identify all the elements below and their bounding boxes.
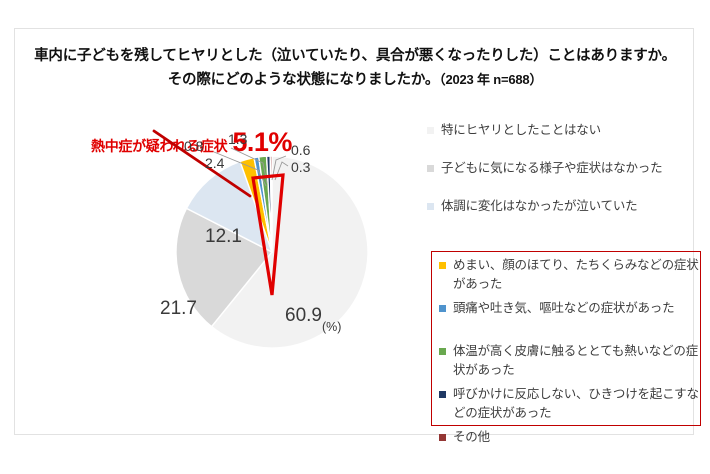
percent-unit-label: (%) xyxy=(322,320,342,334)
legend-item-no-symptoms[interactable]: 子どもに気になる様子や症状はなかった xyxy=(427,159,710,178)
legend-item-label: 体温が高く皮膚に触るととても熱いなどの症状があった xyxy=(453,344,699,377)
title-line-1: 車内に子どもを残してヒヤリとした（泣いていたり、具合が悪くなったりした）ことはあ… xyxy=(34,48,676,64)
legend-swatch-icon xyxy=(439,262,446,269)
legend-other-group: その他 xyxy=(439,428,710,447)
slice-label-0-3: 0.3 xyxy=(291,159,311,175)
legend-swatch-icon xyxy=(427,127,434,134)
legend-item-unresponsive-convulsions[interactable]: 呼びかけに反応しない、ひきつけを起こすなどの症状があった xyxy=(439,385,710,423)
legend-boxed-group: めまい、顔のほてり、たちくらみなどの症状があった 頭痛や吐き気、嘔吐などの症状が… xyxy=(439,256,710,423)
page-title: 車内に子どもを残してヒヤリとした（泣いていたり、具合が悪くなったりした）ことはあ… xyxy=(15,45,695,92)
legend-swatch-icon xyxy=(427,165,434,172)
legend-item-label: その他 xyxy=(453,430,490,444)
legend-item-label: 特にヒヤリとしたことはない xyxy=(441,123,601,137)
legend-item-label: めまい、顔のほてり、たちくらみなどの症状があった xyxy=(453,258,699,291)
slice-label-1-3: 1.3 xyxy=(228,131,248,147)
infographic-card: 車内に子どもを残してヒヤリとした（泣いていたり、具合が悪くなったりした）ことはあ… xyxy=(14,28,701,444)
legend-item-other[interactable]: その他 xyxy=(439,428,710,447)
title-line-2: その際にどのような状態になりましたか。（2023 年 n=688） xyxy=(15,68,695,92)
slice-label-0-6: 0.6 xyxy=(291,142,311,158)
legend-item-dizziness[interactable]: めまい、顔のほてり、たちくらみなどの症状があった xyxy=(439,256,710,294)
legend-item-label: 頭痛や吐き気、嘔吐などの症状があった xyxy=(453,301,675,315)
slice-label-12-1: 12.1 xyxy=(205,226,242,247)
legend-item-label: 呼びかけに反応しない、ひきつけを起こすなどの症状があった xyxy=(453,387,699,420)
slice-label-0-8: 0.8 xyxy=(184,138,204,154)
slice-label-60-9: 60.9 xyxy=(285,305,322,326)
legend-swatch-icon xyxy=(439,391,446,398)
legend-item-label: 体調に変化はなかったが泣いていた xyxy=(441,199,638,213)
legend-item-label: 子どもに気になる様子や症状はなかった xyxy=(441,161,663,175)
legend-item-high-body-temperature[interactable]: 体温が高く皮膚に触るととても熱いなどの症状があった xyxy=(439,342,710,380)
legend-plain-group: 特にヒヤリとしたことはない 子どもに気になる様子や症状はなかった 体調に変化はな… xyxy=(427,121,710,216)
legend-item-crying-only[interactable]: 体調に変化はなかったが泣いていた xyxy=(427,197,710,216)
legend-swatch-icon xyxy=(439,434,446,441)
legend-swatch-icon xyxy=(439,348,446,355)
title-line-2-main: その際にどのような状態になりましたか。 xyxy=(167,72,440,88)
legend-swatch-icon xyxy=(427,203,434,210)
legend-item-headache-vomiting[interactable]: 頭痛や吐き気、嘔吐などの症状があった xyxy=(439,299,710,318)
legend-item-no-scare[interactable]: 特にヒヤリとしたことはない xyxy=(427,121,710,140)
slice-label-2-4: 2.4 xyxy=(205,155,225,171)
slice-label-21-7: 21.7 xyxy=(160,298,197,319)
callout-label: 熱中症が疑われる症状 xyxy=(91,138,228,154)
title-sample-note: （2023 年 n=688） xyxy=(439,72,543,87)
legend-swatch-icon xyxy=(439,305,446,312)
